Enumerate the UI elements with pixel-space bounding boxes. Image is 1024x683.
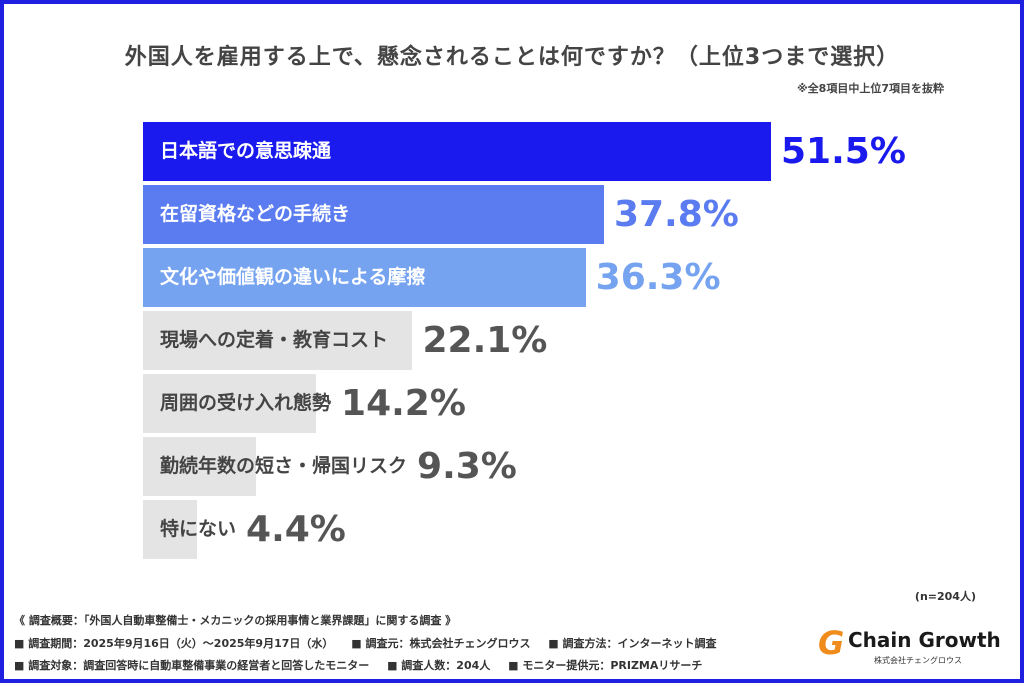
bar [143,185,604,244]
bar-value-label: 9.3% [417,446,517,487]
bar-label: 日本語での意思疎通 [160,140,332,162]
bar-value-label: 4.4% [246,509,346,550]
logo-subtitle: 株式会社チェングロウス [874,656,962,665]
footer-period: ■ 調査期間：2025年9月16日（火）〜2025年9月17日（水） [14,637,334,650]
bar-label: 在留資格などの手続き [160,203,351,225]
bar-value-label: 22.1% [422,320,548,361]
bar [143,248,586,307]
footer-count: ■ 調査人数：204人 [387,659,491,672]
bar-chart: 日本語での意思疎通 51.5% 在留資格などの手続き 37.8% 文化や価値観の違いによ… [143,122,906,559]
footer-source: ■ 調査元：株式会社チェングロウス [351,637,531,650]
bar-label: 勤続年数の短さ・帰国リスク [160,455,408,477]
footer-line-2: ■ 調査期間：2025年9月16日（火）〜2025年9月17日（水） ■ 調査元… [14,637,731,651]
bar-value-label: 37.8% [613,194,739,235]
bar [143,500,197,559]
company-logo: G Chain Growth 株式会社チェングロウス [818,624,1016,674]
footer-target: ■ 調査対象：調査回答時に自動車整備事業の経営者と回答したモニター [14,659,370,672]
bar-label: 特にない [160,518,237,540]
footer-line-3: ■ 調査対象：調査回答時に自動車整備事業の経営者と回答したモニター ■ 調査人数… [14,659,716,673]
bar [143,122,771,181]
logo-name: Chain Growth [848,628,1001,652]
sample-size: (n=204人) [914,590,976,603]
logo-mark-icon: G [818,624,845,662]
bar [143,311,413,370]
footer-provider: ■ モニター提供元：PRIZMAリサーチ [508,659,703,672]
bar-value-label: 51.5% [781,131,906,172]
bar-label: 現場への定着・教育コスト [160,329,389,351]
bar-value-label: 36.3% [595,257,721,298]
bar [143,437,257,496]
bar-label: 周囲の受け入れ態勢 [160,392,332,414]
bar [143,374,317,433]
chart-title: 外国人を雇用する上で、懸念されることは何ですか？（上位3つまで選択） [124,45,900,70]
bar-value-label: 14.2% [341,383,466,424]
footer-method: ■ 調査方法：インターネット調査 [548,637,717,650]
chart-subtitle: ※全8項目中上位7項目を抜粋 [796,82,944,95]
bar-label: 文化や価値観の違いによる摩擦 [160,266,426,288]
footer-survey-title: 《 調査概要：「外国人自動車整備士・メカニックの採用事情と業界課題」に関する調査… [14,614,457,627]
